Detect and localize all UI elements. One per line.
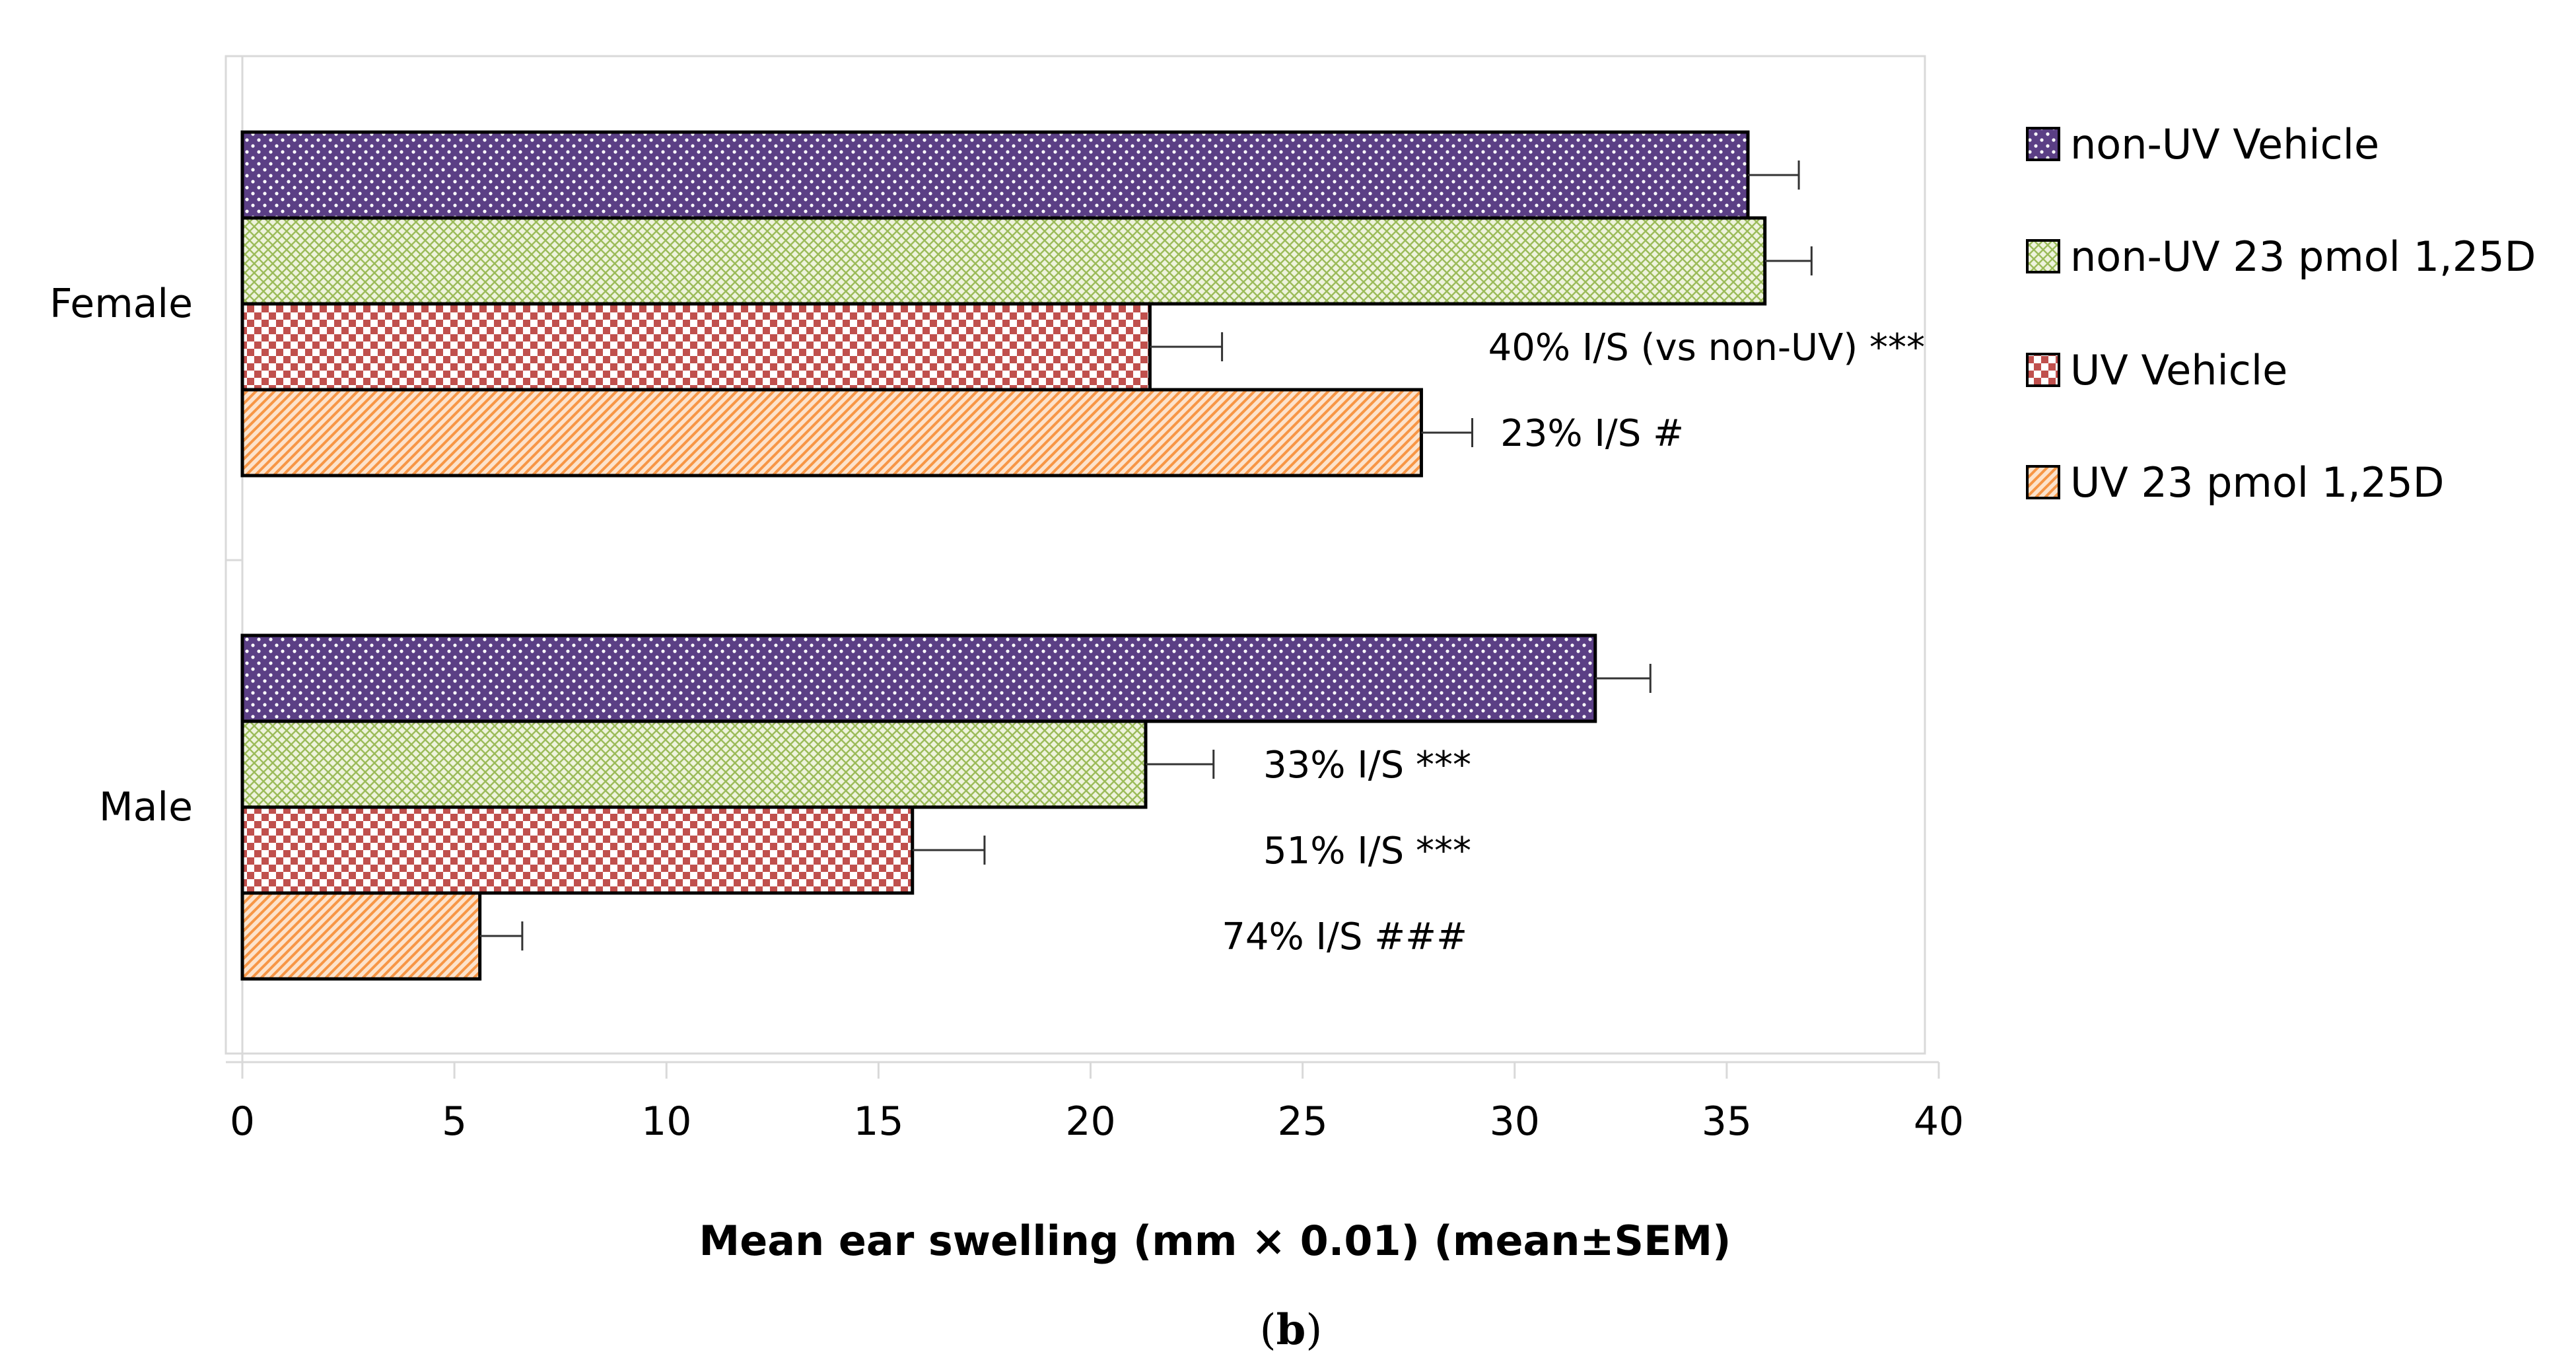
legend-swatch bbox=[2026, 127, 2060, 161]
legend-label: non-UV 23 pmol 1,25D bbox=[2070, 233, 2536, 281]
annotation-label: 23% I/S # bbox=[1500, 412, 1684, 455]
legend-swatch bbox=[2026, 239, 2060, 273]
bar bbox=[240, 719, 1148, 809]
x-axis-label: Mean ear swelling (mm × 0.01) (mean±SEM) bbox=[699, 1217, 1731, 1265]
legend: non-UV Vehicle non-UV 23 pmol 1,25D UV Veh… bbox=[2026, 120, 2536, 507]
x-tick-label: 40 bbox=[1914, 1098, 1964, 1145]
bar bbox=[240, 302, 1152, 392]
x-tick-label: 25 bbox=[1277, 1098, 1327, 1145]
x-tick-label: 20 bbox=[1065, 1098, 1115, 1145]
legend-label: non-UV Vehicle bbox=[2070, 120, 2379, 168]
x-tick-label: 0 bbox=[230, 1098, 255, 1145]
x-tick-label: 30 bbox=[1490, 1098, 1540, 1145]
bars-group bbox=[240, 130, 1767, 981]
annotation-label: 74% I/S ### bbox=[1222, 915, 1467, 958]
legend-swatch bbox=[2026, 353, 2060, 387]
category-label: Male bbox=[99, 784, 193, 830]
category-axis: Female Male bbox=[50, 55, 244, 1063]
plot-area-frame bbox=[225, 55, 1926, 1055]
bar bbox=[240, 130, 1750, 220]
annotations-group: 40% I/S (vs non-UV) *** 23% I/S # 33% I/S … bbox=[1222, 326, 1925, 958]
x-tick-label: 15 bbox=[853, 1098, 903, 1145]
x-tick-label: 10 bbox=[641, 1098, 691, 1145]
legend-swatch bbox=[2026, 465, 2060, 499]
bar bbox=[240, 805, 915, 895]
annotation-label: 40% I/S (vs non-UV) *** bbox=[1488, 326, 1925, 369]
x-axis: 0 5 10 15 20 25 30 35 40 bbox=[230, 1061, 1964, 1145]
annotation-label: 33% I/S *** bbox=[1263, 744, 1471, 787]
x-tick-label: 5 bbox=[442, 1098, 467, 1145]
panel-caption: (b) bbox=[1260, 1305, 1323, 1355]
x-tick-label: 35 bbox=[1702, 1098, 1752, 1145]
category-label: Female bbox=[50, 281, 193, 327]
legend-label: UV 23 pmol 1,25D bbox=[2070, 458, 2445, 507]
bar bbox=[240, 891, 482, 981]
bar bbox=[240, 216, 1767, 306]
bar bbox=[240, 633, 1597, 723]
annotation-label: 51% I/S *** bbox=[1263, 830, 1471, 873]
error-bars-group bbox=[479, 161, 1813, 950]
legend-label: UV Vehicle bbox=[2070, 346, 2287, 394]
bar bbox=[240, 388, 1423, 478]
